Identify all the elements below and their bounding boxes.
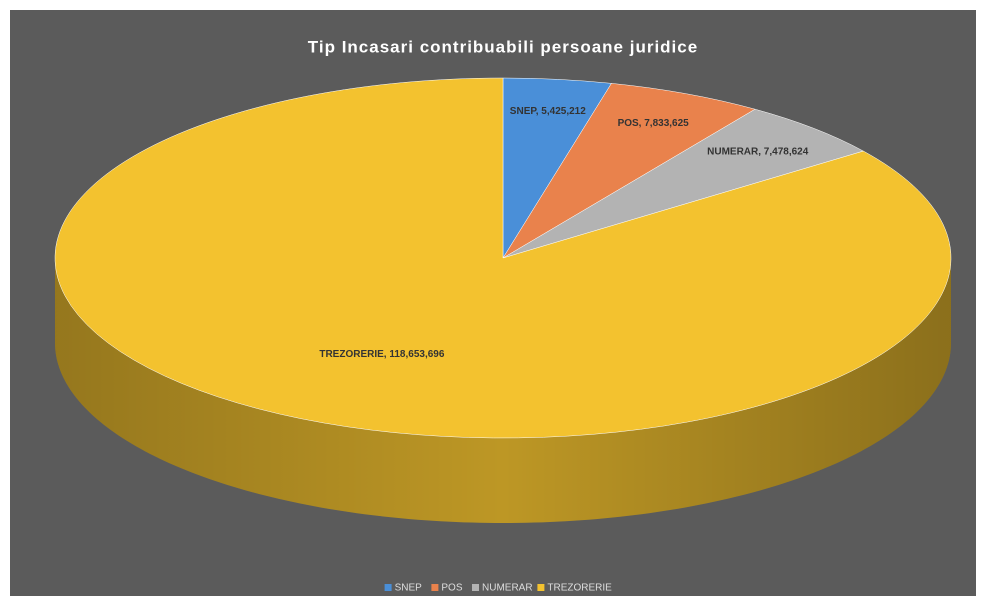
legend-label: TREZORERIE	[547, 583, 612, 594]
data-label: POS, 7,833,625	[618, 118, 690, 129]
pie-slice	[502, 108, 865, 259]
legend-swatch	[384, 584, 392, 591]
legend-label: POS	[441, 583, 462, 594]
pie-slice	[502, 83, 756, 259]
data-label: SNEP, 5,425,212	[510, 106, 586, 117]
legend-swatch	[431, 584, 439, 591]
legend-label: SNEP	[395, 583, 423, 594]
legend-label: NUMERAR	[482, 583, 533, 594]
legend-swatch	[472, 584, 479, 591]
pie-slice	[54, 77, 952, 439]
data-label: TREZORERIE, 118,653,696	[319, 349, 445, 360]
legend-swatch	[537, 584, 545, 591]
data-label: NUMERAR, 7,478,624	[707, 146, 809, 157]
pie-side-shade	[55, 258, 951, 523]
chart-title: Tip Incasari contribuabili persoane juri…	[308, 37, 698, 56]
